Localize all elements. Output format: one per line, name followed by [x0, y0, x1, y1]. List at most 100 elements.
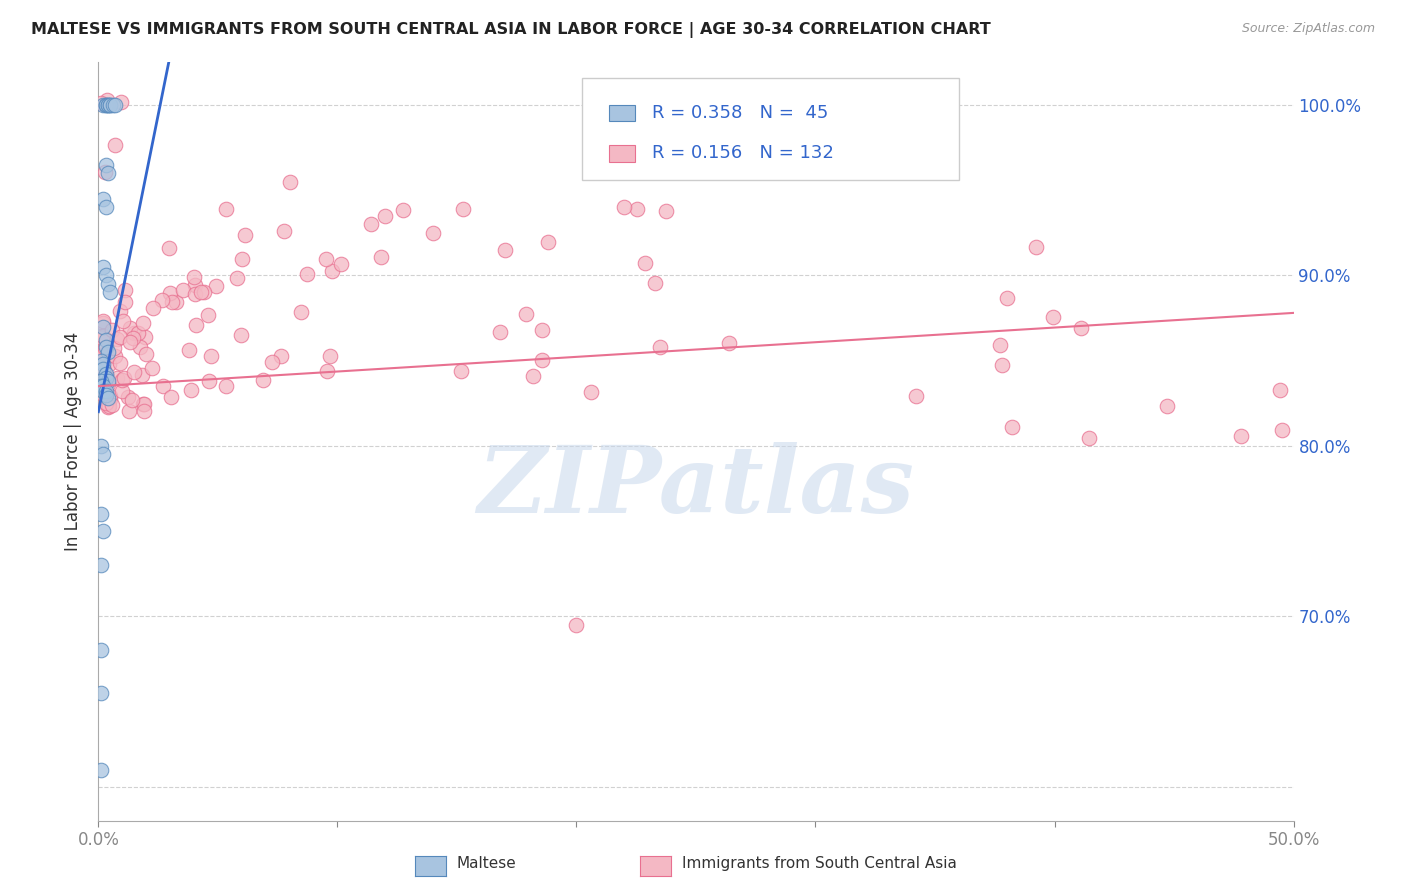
Point [114, 294, 136, 309]
Point [104, 349, 127, 363]
Point [278, 175, 301, 189]
Point [1230, 429, 1253, 443]
Point [450, 363, 472, 377]
Text: MALTESE VS IMMIGRANTS FROM SOUTH CENTRAL ASIA IN LABOR FORCE | AGE 30-34 CORRELA: MALTESE VS IMMIGRANTS FROM SOUTH CENTRAL… [31, 22, 991, 38]
Point [98, 285, 122, 300]
Point [98, 392, 121, 406]
Point [270, 349, 292, 363]
Point [98, 389, 121, 403]
Point [97, 277, 120, 291]
Point [121, 331, 143, 345]
Point [90, 686, 112, 700]
Point [718, 336, 741, 351]
Point [565, 617, 588, 632]
Point [226, 271, 249, 285]
Point [91, 357, 114, 371]
Point [991, 359, 1014, 373]
Point [132, 317, 155, 331]
Point [94, 387, 117, 401]
Point [537, 235, 560, 249]
Point [904, 389, 927, 403]
Point [370, 250, 392, 264]
Point [91, 447, 114, 461]
Point [91, 331, 114, 345]
Point [90, 386, 112, 401]
Point [97, 401, 120, 415]
Point [451, 202, 474, 216]
Point [96, 93, 118, 107]
Point [177, 343, 200, 357]
Point [530, 323, 553, 337]
Point [391, 202, 413, 217]
Point [94, 340, 117, 354]
Point [94, 341, 117, 355]
Point [90, 374, 112, 388]
Point [90, 353, 112, 368]
Point [190, 285, 212, 300]
Text: Maltese: Maltese [457, 856, 516, 871]
Point [197, 309, 219, 323]
Point [94, 395, 117, 409]
Point [98, 98, 122, 112]
Point [142, 301, 165, 315]
Point [94, 98, 117, 112]
Point [489, 326, 512, 340]
Point [204, 279, 226, 293]
Point [1070, 321, 1092, 335]
Point [94, 368, 117, 382]
Point [530, 353, 553, 368]
Point [150, 293, 173, 308]
Point [162, 295, 184, 310]
Point [134, 330, 156, 344]
Point [141, 361, 163, 376]
Point [360, 218, 382, 232]
Point [91, 319, 114, 334]
Point [96, 349, 118, 363]
Point [103, 341, 125, 355]
Point [97, 391, 120, 405]
Point [321, 264, 343, 278]
Point [644, 277, 666, 291]
Point [494, 243, 516, 257]
Point [98, 98, 122, 112]
Point [200, 349, 222, 363]
Point [96, 370, 118, 384]
Point [990, 338, 1012, 352]
Point [93, 363, 115, 377]
Point [626, 202, 648, 217]
Text: Source: ZipAtlas.com: Source: ZipAtlas.com [1241, 22, 1375, 36]
Point [160, 390, 183, 404]
Point [121, 392, 143, 407]
Point [117, 390, 139, 404]
Point [295, 267, 318, 281]
Point [105, 333, 128, 347]
Point [252, 373, 274, 387]
Point [231, 328, 253, 343]
Point [157, 241, 180, 255]
Point [193, 285, 215, 300]
Point [94, 384, 117, 399]
Point [422, 226, 444, 240]
Point [111, 373, 134, 387]
Point [110, 95, 132, 109]
Text: R = 0.156   N = 132: R = 0.156 N = 132 [652, 145, 834, 162]
Point [152, 379, 174, 393]
Point [165, 294, 187, 309]
Point [1042, 310, 1064, 324]
Point [90, 763, 112, 777]
Point [127, 326, 149, 340]
Point [118, 404, 141, 418]
Point [91, 260, 114, 274]
Point [97, 377, 120, 392]
Point [515, 307, 537, 321]
Point [90, 507, 112, 521]
Point [633, 256, 655, 270]
Point [1270, 423, 1292, 437]
FancyBboxPatch shape [609, 145, 636, 161]
Point [374, 209, 396, 223]
Point [132, 397, 155, 411]
FancyBboxPatch shape [609, 104, 636, 121]
Point [995, 291, 1018, 305]
Point [1001, 419, 1024, 434]
Point [97, 98, 120, 112]
